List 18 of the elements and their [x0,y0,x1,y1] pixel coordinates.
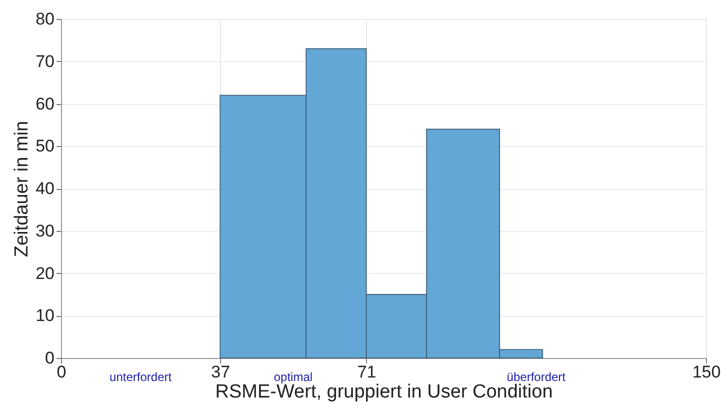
text: unterfordert [110,370,172,384]
y-tick-label: 70 [36,52,54,71]
y-tick-label: 30 [36,221,54,240]
y-tick-label: 40 [36,179,54,198]
y-tick-label: 60 [36,94,54,114]
y-tick-label: 50 [36,136,54,156]
x-tick-label: 0 [56,362,66,382]
text: überfordert [506,370,566,384]
x-tick-label: 150 [692,362,721,382]
x-tick-label: 71 [357,362,376,382]
x-axis-title: RSME-Wert, gruppiert in User Condition [215,382,553,402]
y-axis-title: Zeitdauer in min [12,120,33,258]
y-tick-label: 0 [45,348,54,368]
x-tick-label: 37 [211,362,230,382]
y-tick-label: 20 [36,264,54,283]
text: optimal [274,370,313,384]
y-tick-label: 10 [36,306,54,326]
y-tick-label: 80 [36,10,54,28]
